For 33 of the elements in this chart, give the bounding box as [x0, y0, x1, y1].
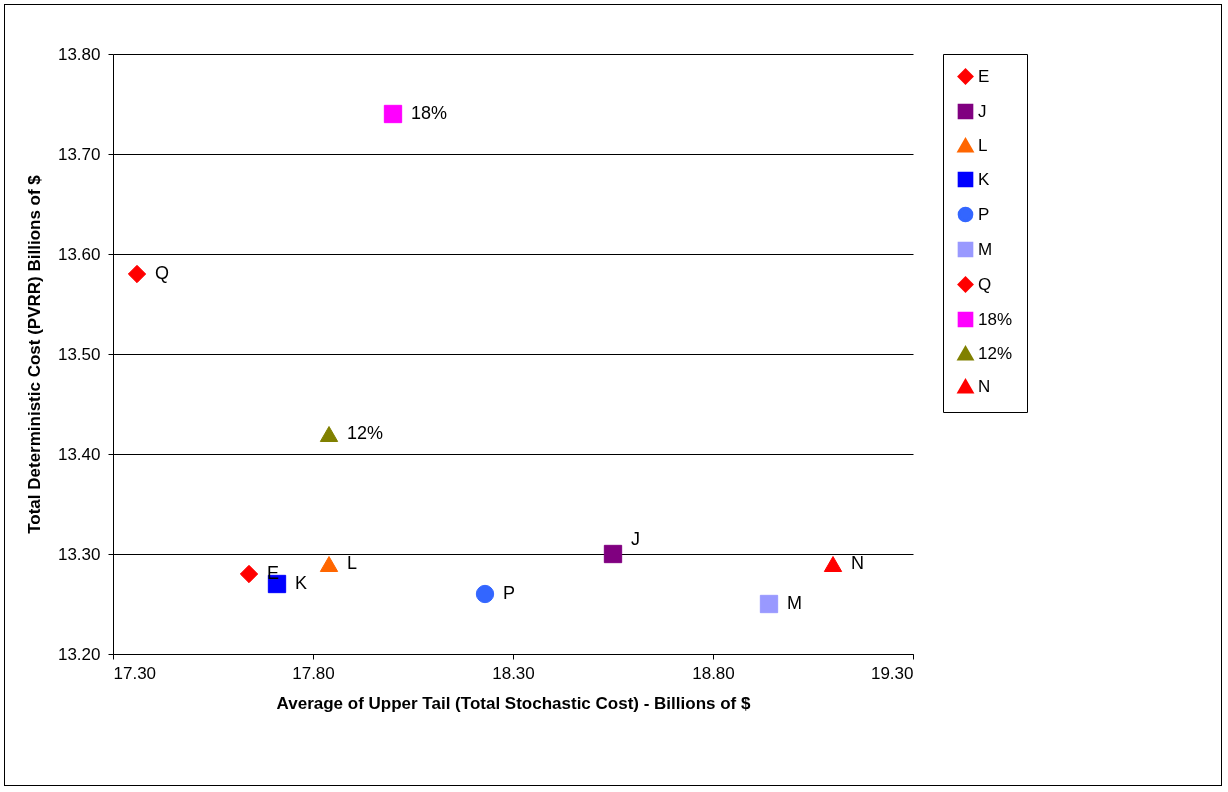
text: J	[631, 529, 640, 549]
x-tick-label: 18.30	[492, 663, 535, 683]
x-axis-title: Average of Upper Tail (Total Stochastic Cost) - Billions of $	[276, 693, 751, 713]
legend-label: L	[978, 135, 988, 155]
text: K	[295, 573, 308, 593]
y-tick-label: 13.50	[57, 344, 101, 364]
y-tick-label: 13.20	[57, 644, 101, 664]
y-axis-title: Total Deterministic Cost (PVRR) Billions of $	[24, 174, 44, 534]
text: 12%	[347, 423, 384, 443]
legend-label: K	[978, 169, 990, 189]
y-tick-label: 13.40	[57, 444, 101, 464]
x-tick-label: 17.30	[113, 663, 157, 683]
legend-label: Q	[978, 274, 992, 294]
y-tick-label: 13.70	[57, 144, 101, 164]
text: P	[503, 583, 516, 603]
legend-label: N	[978, 376, 991, 396]
legend-label: E	[978, 66, 990, 86]
legend-label: 18%	[978, 309, 1013, 329]
y-tick-label: 13.60	[57, 244, 101, 264]
x-tick-label: 19.30	[870, 663, 914, 683]
y-tick-label: 13.30	[57, 544, 101, 564]
text: L	[347, 553, 358, 573]
x-tick-label: 17.80	[292, 663, 335, 683]
y-tick-label: 13.80	[57, 44, 101, 64]
text: N	[851, 553, 864, 573]
legend-label: 12%	[978, 343, 1013, 363]
legend-label: P	[978, 204, 990, 224]
text: 18%	[411, 103, 448, 123]
legend-label: J	[978, 101, 987, 121]
text: Q	[155, 263, 170, 283]
legend-label: M	[978, 239, 993, 259]
x-tick-label: 18.80	[692, 663, 735, 683]
text: M	[787, 593, 802, 613]
